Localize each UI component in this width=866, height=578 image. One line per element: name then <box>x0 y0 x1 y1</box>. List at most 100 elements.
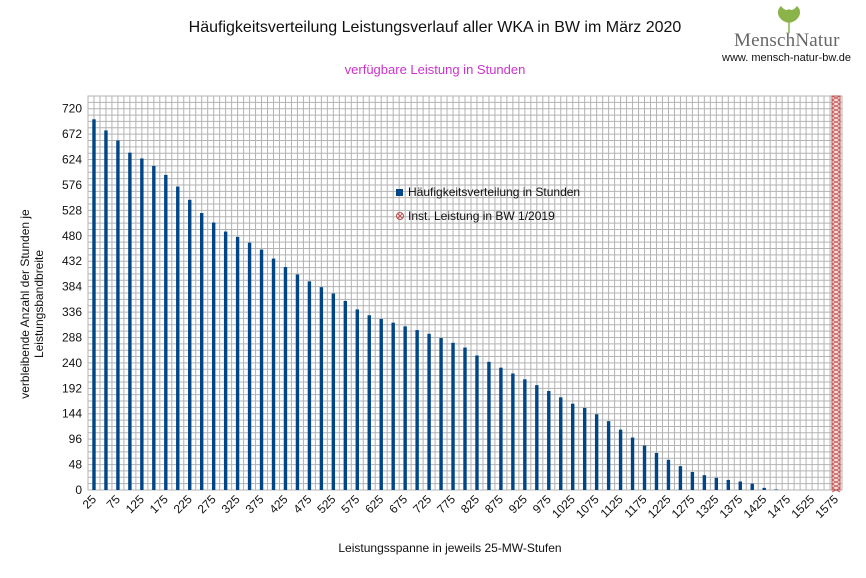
installed-capacity-hatch <box>831 479 841 485</box>
installed-capacity-hatch <box>831 99 841 105</box>
installed-capacity-hatch <box>831 447 841 453</box>
bar <box>379 318 383 490</box>
bar <box>319 287 324 490</box>
installed-capacity-hatch <box>831 343 841 349</box>
bar <box>762 487 766 490</box>
y-tick-label: 240 <box>62 356 82 370</box>
x-tick-label: 775 <box>434 492 458 516</box>
installed-capacity-hatch <box>831 203 841 209</box>
x-tick-label: 1075 <box>573 492 602 521</box>
installed-capacity-hatch <box>831 355 841 361</box>
bar <box>152 165 156 490</box>
installed-capacity-hatch <box>831 95 841 101</box>
x-tick-label: 575 <box>338 492 362 516</box>
x-tick-label: 525 <box>314 492 338 516</box>
y-tick-label: 528 <box>62 203 82 217</box>
bar <box>606 421 611 490</box>
installed-capacity-hatch <box>831 127 841 133</box>
installed-capacity-hatch <box>831 107 841 113</box>
bar <box>726 479 731 490</box>
bar <box>140 158 144 490</box>
bar <box>188 199 192 490</box>
installed-capacity-hatch <box>831 251 841 257</box>
bar <box>355 309 359 490</box>
installed-capacity-hatch <box>831 371 841 377</box>
bar <box>403 326 407 490</box>
installed-capacity-hatch <box>831 339 841 345</box>
installed-capacity-hatch <box>831 135 841 141</box>
installed-capacity-hatch <box>831 467 841 473</box>
installed-capacity-hatch <box>831 315 841 321</box>
installed-capacity-hatch <box>831 183 841 189</box>
installed-capacity-hatch <box>831 155 841 161</box>
bar <box>451 342 455 490</box>
bar <box>511 373 515 490</box>
bar <box>343 300 348 490</box>
legend: Häufigkeitsverteilung in Stunden Inst. L… <box>396 180 580 228</box>
installed-capacity-hatch <box>831 231 841 237</box>
bar <box>331 293 336 490</box>
x-tick-label: 1425 <box>741 492 770 521</box>
x-tick-label: 1225 <box>645 492 674 521</box>
bar <box>654 452 659 490</box>
installed-capacity-hatch <box>831 459 841 465</box>
bar <box>499 367 503 490</box>
installed-capacity-hatch <box>831 303 841 309</box>
installed-capacity-hatch <box>831 219 841 225</box>
installed-capacity-hatch <box>831 387 841 393</box>
bar <box>235 236 240 490</box>
x-tick-label: 875 <box>482 492 506 516</box>
installed-capacity-hatch <box>831 275 841 281</box>
x-tick-label: 25 <box>80 492 100 512</box>
installed-capacity-hatch <box>831 399 841 405</box>
installed-capacity-hatch <box>831 295 841 301</box>
y-tick-label: 48 <box>69 458 83 472</box>
installed-capacity-hatch <box>831 243 841 249</box>
installed-capacity-hatch <box>831 143 841 149</box>
installed-capacity-hatch <box>831 179 841 185</box>
installed-capacity-hatch <box>831 367 841 373</box>
installed-capacity-hatch <box>831 487 841 493</box>
x-axis-label: Leistungsspanne in jeweils 25-MW-Stufen <box>338 541 562 555</box>
installed-capacity-hatch <box>831 263 841 269</box>
bar <box>535 385 539 490</box>
installed-capacity-hatch <box>831 271 841 277</box>
y-tick-label: 384 <box>62 280 82 294</box>
installed-capacity-hatch <box>831 103 841 109</box>
y-tick-label: 144 <box>62 407 82 421</box>
installed-capacity-hatch <box>831 323 841 329</box>
x-tick-label: 675 <box>386 492 410 516</box>
installed-capacity-hatch <box>831 375 841 381</box>
x-tick-label: 125 <box>123 492 147 516</box>
x-tick-label: 425 <box>267 492 291 516</box>
installed-capacity-hatch <box>831 291 841 297</box>
bar <box>415 330 419 490</box>
bar <box>618 429 623 490</box>
installed-capacity-hatch <box>831 455 841 461</box>
installed-capacity-hatch <box>831 119 841 125</box>
x-tick-label: 925 <box>506 492 530 516</box>
installed-capacity-hatch <box>831 167 841 173</box>
bar <box>714 477 719 490</box>
installed-capacity-hatch <box>831 307 841 313</box>
installed-capacity-hatch <box>831 411 841 417</box>
x-tick-label: 1525 <box>788 492 817 521</box>
installed-capacity-hatch <box>831 255 841 261</box>
x-tick-label: 1125 <box>598 492 626 520</box>
bar <box>594 414 599 490</box>
installed-capacity-hatch <box>831 191 841 197</box>
bar <box>690 471 695 490</box>
installed-capacity-hatch <box>831 187 841 193</box>
x-tick-label: 825 <box>458 492 482 516</box>
chart-title: Häufigkeitsverteilung Leistungsverlauf a… <box>188 19 682 36</box>
installed-capacity-hatch <box>831 359 841 365</box>
x-tick-label: 475 <box>290 492 314 516</box>
bar <box>487 361 491 490</box>
x-tick-label: 1475 <box>764 492 793 521</box>
y-tick-label: 432 <box>62 254 82 268</box>
x-tick-label: 225 <box>171 492 195 516</box>
installed-capacity-hatch <box>831 215 841 221</box>
installed-capacity-hatch <box>831 123 841 129</box>
chart-subtitle: verfügbare Leistung in Stunden <box>344 62 526 77</box>
bar <box>642 445 647 490</box>
